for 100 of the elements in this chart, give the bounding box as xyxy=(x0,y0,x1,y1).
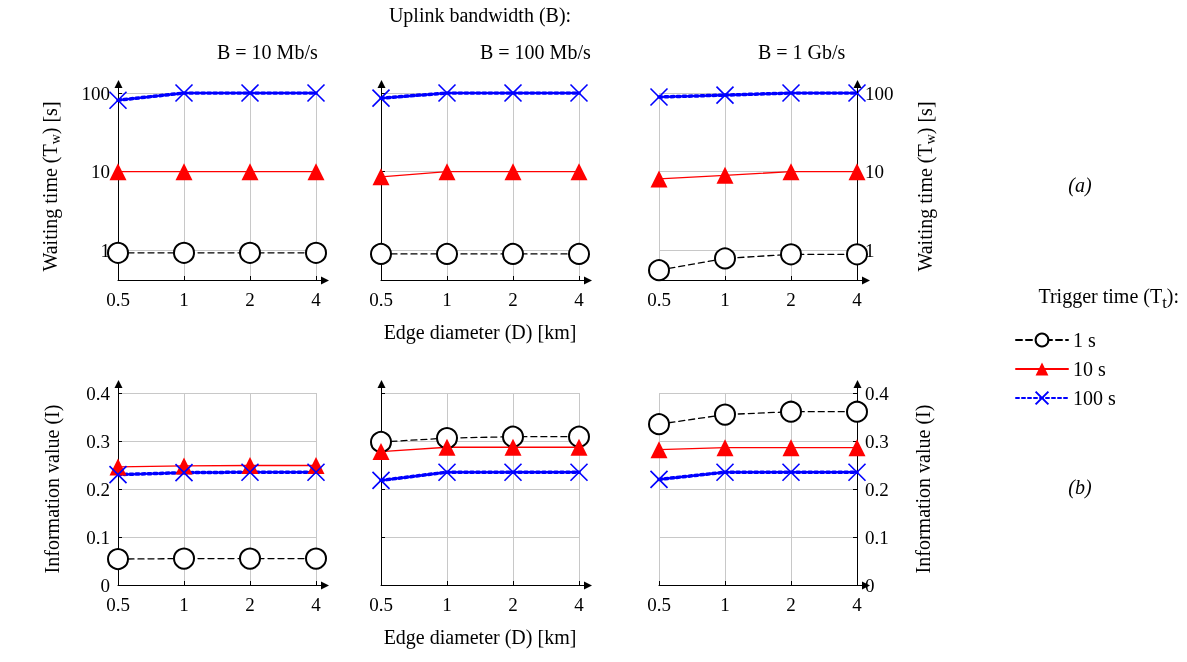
x-tick-label: 4 xyxy=(574,289,585,310)
point xyxy=(846,243,868,266)
x-tick-label: 2 xyxy=(786,289,796,310)
y2-tick-label: 0.4 xyxy=(865,382,890,404)
point xyxy=(504,163,522,181)
point xyxy=(568,425,590,448)
x-tick-label: 4 xyxy=(311,594,322,615)
x-axis-title: Edge diameter (D) [km] xyxy=(383,626,577,649)
y2-axis-title: Waiting time (Tw) [s] xyxy=(914,101,938,272)
point xyxy=(305,241,327,264)
y2-axis-title: Information value (I) xyxy=(912,404,935,574)
point xyxy=(240,462,260,482)
point xyxy=(502,425,524,448)
x-tick-label: 4 xyxy=(852,289,863,310)
y-tick-label: 10 xyxy=(91,161,110,183)
x-tick-label: 0.5 xyxy=(369,594,393,615)
point xyxy=(107,548,129,571)
point xyxy=(716,166,734,184)
y2-tick-label: 1 xyxy=(865,239,875,261)
x-tick-label: 1 xyxy=(179,594,189,615)
x-axis-title: Edge diameter (D) [km] xyxy=(383,321,577,344)
point xyxy=(175,163,193,181)
point xyxy=(570,163,588,181)
x-tick-label: 2 xyxy=(786,594,796,615)
point xyxy=(436,242,458,265)
y2-tick-label: 0.3 xyxy=(865,430,889,452)
point xyxy=(438,163,456,181)
point xyxy=(504,438,522,456)
chart-title: B = 1 Gb/s xyxy=(758,41,846,63)
point xyxy=(108,90,128,110)
x-tick-label: 2 xyxy=(245,289,255,310)
x-tick-label: 1 xyxy=(442,289,452,310)
point xyxy=(372,168,390,186)
point xyxy=(568,242,590,265)
point xyxy=(715,85,735,105)
chart-title: B = 10 Mb/s xyxy=(217,41,318,63)
point xyxy=(502,242,524,265)
y2-tick-label: 0.1 xyxy=(865,526,889,548)
point xyxy=(107,241,129,264)
x-tick-label: 0.5 xyxy=(106,594,130,615)
y-tick-label: 0.2 xyxy=(86,478,110,500)
x-tick-label: 2 xyxy=(245,594,255,615)
point xyxy=(649,470,669,489)
point xyxy=(569,83,589,103)
point xyxy=(306,83,326,103)
x-tick-label: 1 xyxy=(179,289,189,310)
point xyxy=(716,439,734,457)
point xyxy=(650,441,668,459)
x-tick-label: 0.5 xyxy=(369,289,393,310)
x-tick-label: 2 xyxy=(508,289,518,310)
point xyxy=(239,241,261,264)
point xyxy=(503,462,523,482)
y-tick-label: 0.1 xyxy=(86,526,110,548)
text: (a) xyxy=(1068,173,1092,197)
x-tick-label: 4 xyxy=(311,289,322,310)
y-tick-label: 1 xyxy=(100,239,110,261)
y-axis-title: Information value (I) xyxy=(41,404,64,574)
point xyxy=(370,242,392,265)
point xyxy=(714,247,736,270)
point xyxy=(781,83,801,103)
x-tick-label: 1 xyxy=(720,289,730,310)
point xyxy=(648,259,670,282)
point xyxy=(650,170,668,188)
point xyxy=(371,88,391,108)
point xyxy=(847,462,867,482)
point xyxy=(649,87,669,107)
point xyxy=(371,471,391,490)
y2-tick-label: 10 xyxy=(865,161,884,183)
chart-title: B = 100 Mb/s xyxy=(480,41,591,63)
point xyxy=(715,462,735,482)
point xyxy=(108,465,128,484)
point xyxy=(437,83,457,103)
text: (b) xyxy=(1068,476,1092,499)
point xyxy=(174,83,194,103)
point xyxy=(782,163,800,181)
point xyxy=(848,163,866,181)
legend-label: 10 s xyxy=(1073,358,1106,380)
point xyxy=(848,439,866,457)
legend-label: 1 s xyxy=(1073,329,1096,351)
text: Uplink bandwidth (B): xyxy=(388,4,572,27)
y-tick-label: 0 xyxy=(100,574,110,596)
point xyxy=(782,439,800,457)
x-tick-label: 2 xyxy=(508,594,518,615)
point xyxy=(239,547,261,570)
y2-tick-label: 100 xyxy=(865,82,894,104)
x-tick-label: 0.5 xyxy=(647,289,671,310)
point xyxy=(569,462,589,482)
y-tick-label: 100 xyxy=(81,82,110,104)
point xyxy=(648,413,670,436)
x-tick-label: 4 xyxy=(574,594,585,615)
point xyxy=(173,241,195,264)
x-tick-label: 0.5 xyxy=(106,289,130,310)
point xyxy=(780,400,802,423)
point xyxy=(780,243,802,266)
x-tick-label: 4 xyxy=(852,594,863,615)
point xyxy=(714,403,736,426)
point xyxy=(240,83,260,103)
y2-tick-label: 0.2 xyxy=(865,478,889,500)
point xyxy=(241,163,259,181)
x-tick-label: 0.5 xyxy=(647,594,671,615)
